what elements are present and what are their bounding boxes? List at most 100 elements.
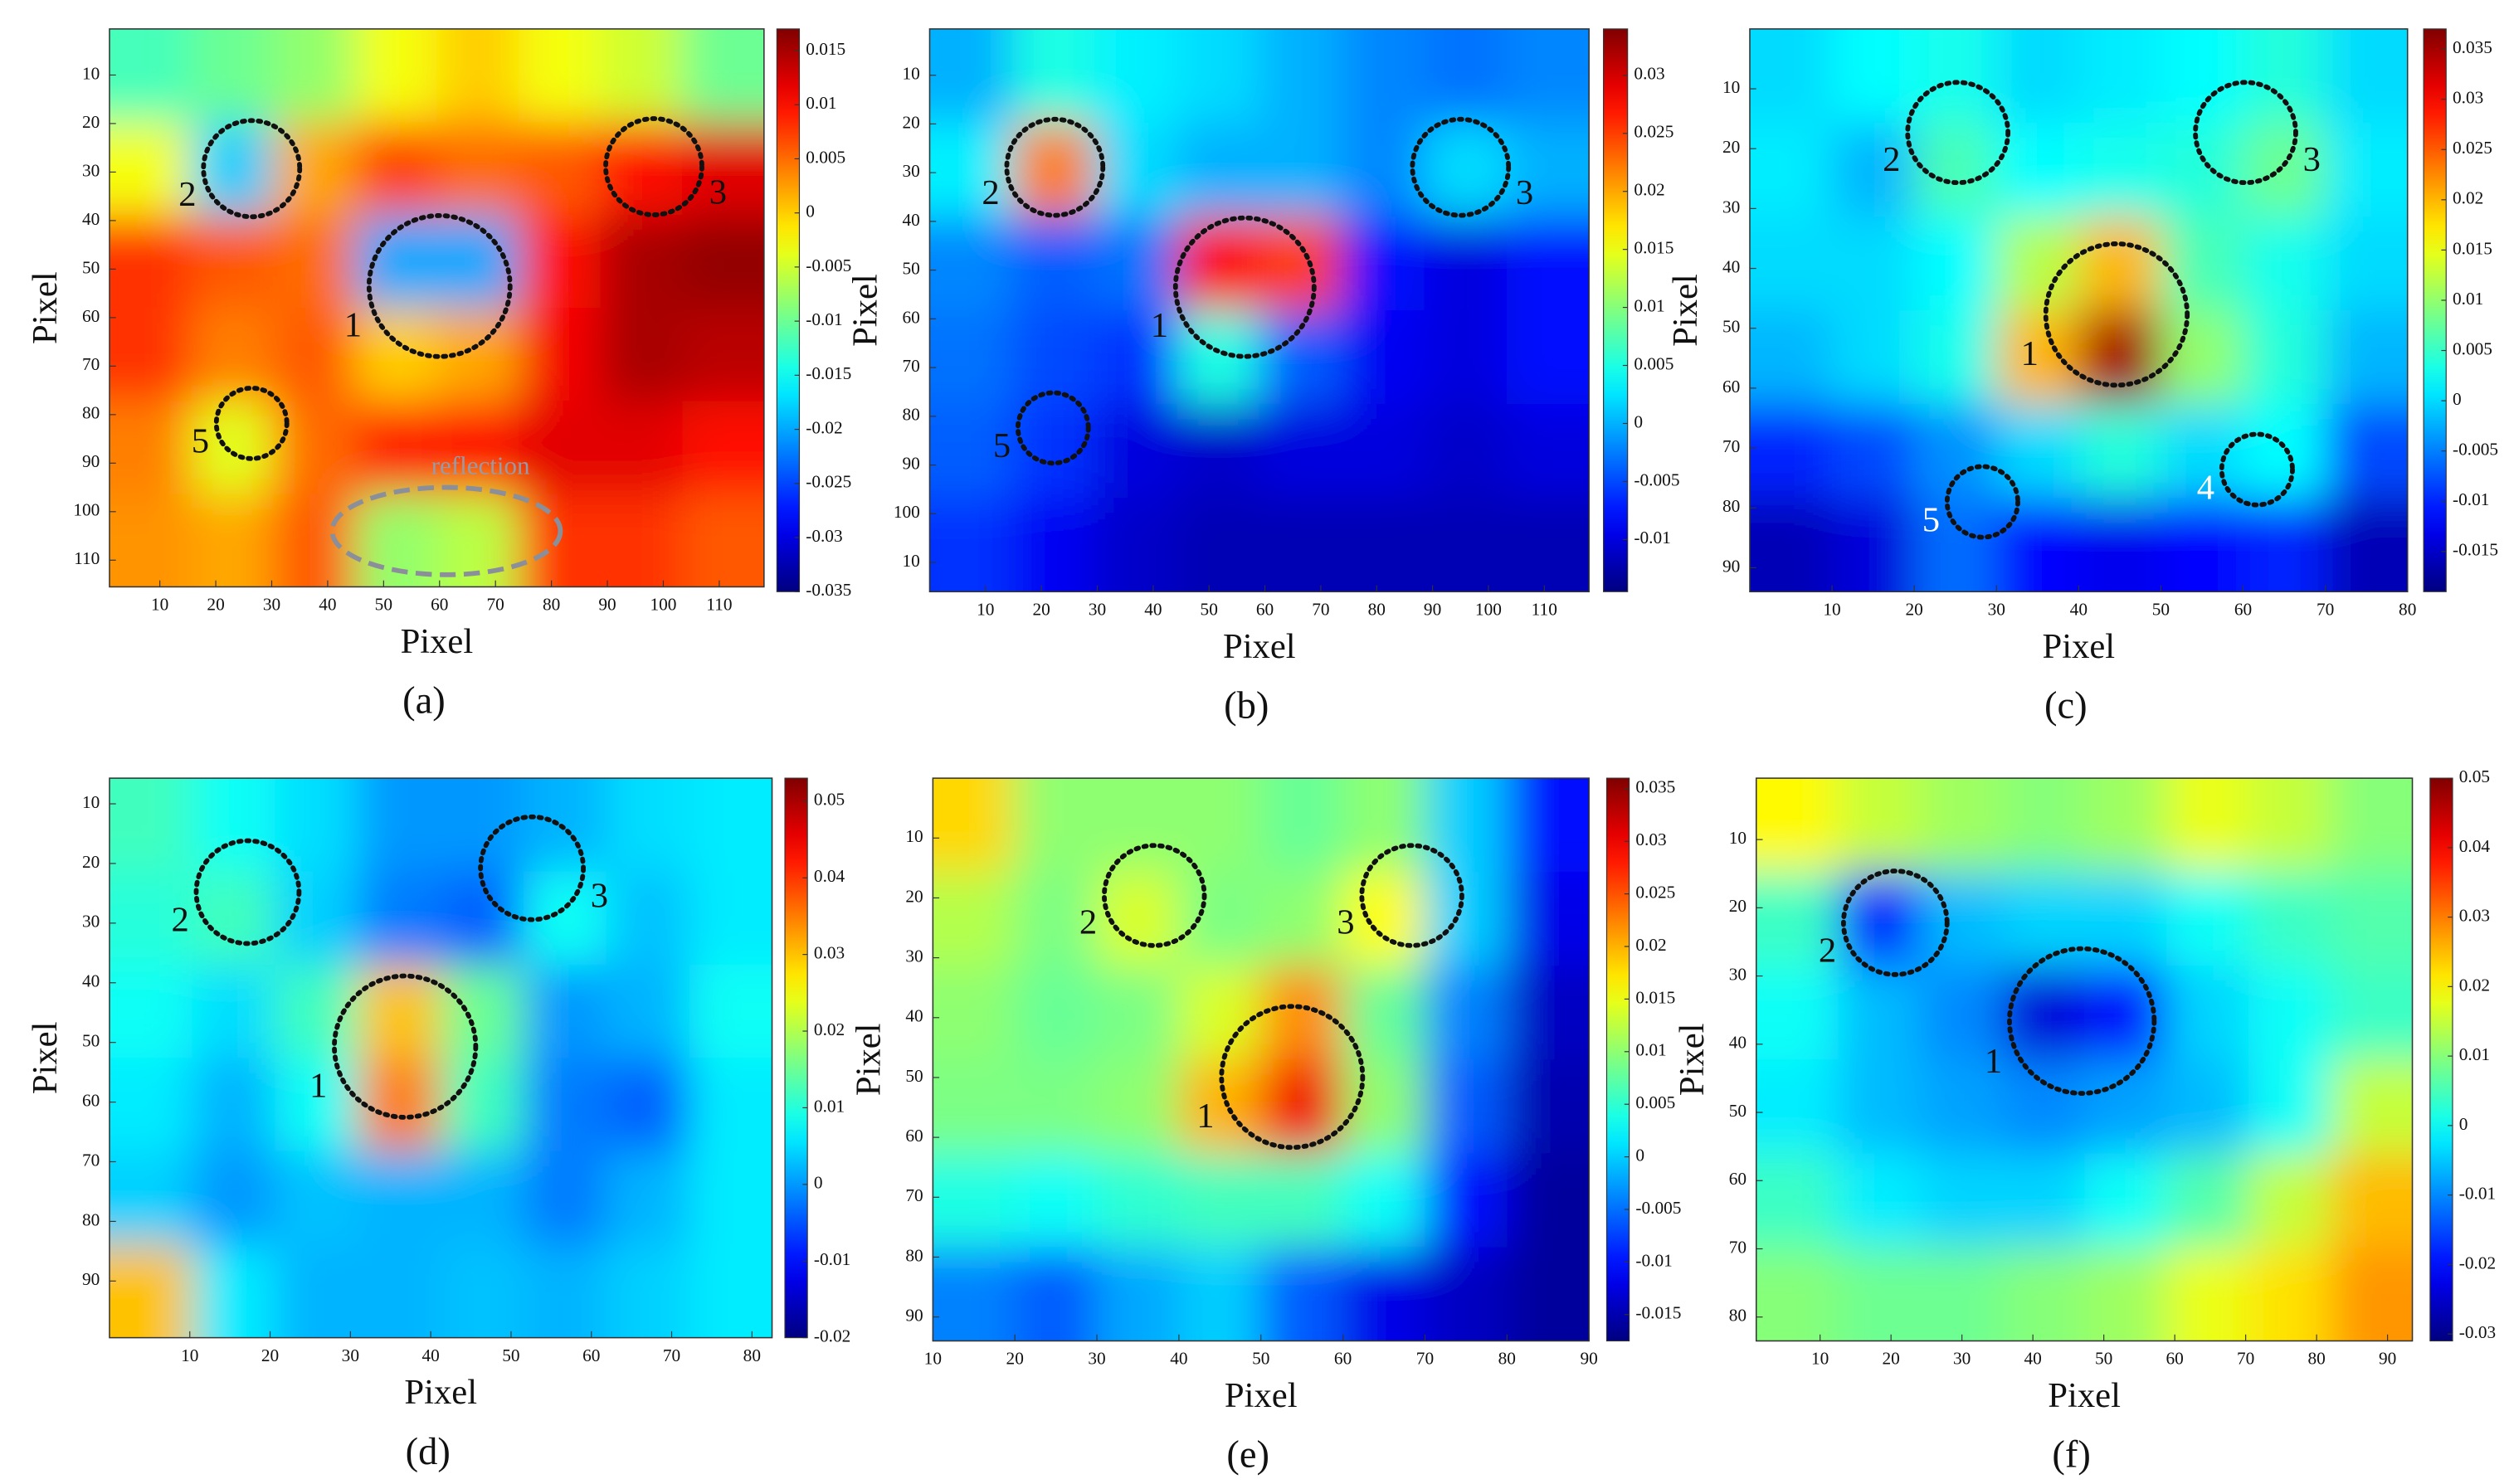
y-tick-label: 60 [1722,377,1740,397]
heat-cell [1097,1153,1180,1248]
plot-frame [928,28,1590,593]
colorbar [1605,777,1630,1342]
y-tick-label: 30 [82,912,100,932]
heat-cell [1832,404,1916,499]
defect-circle [193,838,302,946]
heat-cell [1177,122,1260,217]
heat-cell [1996,28,2080,124]
colorbar-tick-label: 0.01 [806,93,836,113]
colorbar-tick-label: 0.02 [2453,188,2483,208]
heat-cell [2078,28,2162,124]
x-tick-label: 70 [663,1345,680,1365]
heat-cell [275,1151,359,1246]
heat-cell [1756,966,1839,1061]
y-tick-label: 30 [1729,964,1747,984]
y-tick-label: 10 [82,792,100,812]
y-tick-label: 60 [903,307,920,327]
heat-cell [1920,1059,2004,1155]
heat-cell [109,964,193,1059]
heat-cell [929,217,1013,312]
heat-cell [1424,310,1508,406]
heat-cell [1342,1153,1426,1248]
x-axis-label: Pixel [1225,1376,1298,1415]
x-tick-label: 90 [1424,599,1441,619]
heat-cell [524,1151,607,1246]
heat-cell [191,215,275,309]
heat-cell [1425,872,1508,967]
colorbar-tick-label: 0.03 [1634,64,1664,84]
heat-cell [275,871,359,966]
heat-cell [1749,404,1834,499]
heat-cell [436,28,519,123]
x-tick-label: 50 [1201,599,1218,619]
colorbar-tick-label: 0.005 [1634,353,1673,373]
heat-cell [1506,404,1590,499]
x-tick-label: 10 [1811,1349,1829,1369]
heat-cell [1259,217,1343,312]
heat-cell [1424,498,1508,592]
y-tick-label: 10 [903,64,920,84]
defect-circle [1944,464,2020,540]
colorbar-tick-label: 0.015 [1635,987,1675,1007]
heat-cell [933,1247,1016,1341]
heat-cell [1756,778,1839,873]
colorbar-tick-label: 0.03 [2453,88,2483,108]
y-tick-label: 20 [82,112,100,132]
heat-cell [1015,1247,1099,1341]
panel-label: (d) [406,1431,451,1473]
y-tick-label: 40 [1729,1033,1747,1053]
x-tick-label: 30 [263,595,280,615]
heat-cell [2161,498,2244,592]
x-axis-label: Pixel [2043,627,2116,666]
heat-cell [689,1151,772,1246]
heat-cell [2248,966,2331,1061]
heat-cell [1259,498,1343,592]
y-tick-label: 40 [903,210,920,230]
colorbar-tick-label: 0.01 [1635,1040,1666,1060]
defect-circle [2193,80,2298,186]
heat-cell [682,215,764,309]
plot-frame [109,28,765,588]
x-tick-label: 60 [582,1345,600,1365]
heatmap [109,778,772,1338]
heat-cell [441,1244,525,1338]
heat-cell [1756,872,1839,967]
heat-cell [2161,217,2244,312]
colorbar-tick-label: 0.025 [1635,882,1675,902]
heat-cell [1260,966,1344,1061]
heat-cell [689,964,772,1059]
heat-cell [689,1244,772,1338]
y-tick-label: 70 [82,1150,100,1170]
heat-cell [1996,498,2080,592]
heat-cell [191,28,275,123]
defect-label: 3 [591,877,608,916]
heat-cell [1507,1247,1590,1341]
defect-circle [1172,215,1317,359]
heat-cell [524,778,607,873]
heat-cell [1996,310,2080,406]
panel: 10 20 30 40 50 60 70 80 90102030405060708090Pixe… [849,777,1681,1477]
colorbar-tick-label: -0.02 [806,417,842,437]
defect-circle [366,212,513,359]
colorbar-tick-label: -0.025 [806,472,851,492]
y-tick-label: 20 [82,852,100,872]
heat-cell [1178,1153,1262,1248]
heat-cell [1507,778,1590,873]
defect-label: 1 [2021,334,2039,373]
heat-cell [1507,1059,1590,1155]
heat-cell [273,401,356,495]
panel-label: (a) [402,680,446,723]
heat-cell [441,1151,525,1246]
heat-cell [273,494,356,587]
heat-cell [933,778,1016,873]
heat-cell [2325,122,2408,217]
colorbar-tick-label: 0.025 [2453,138,2492,158]
heat-cell [1342,872,1426,967]
defect-label: 2 [982,173,999,212]
heat-cell [682,28,764,123]
x-tick-label: 60 [2234,599,2252,619]
colorbar-tick-label: 0.015 [806,39,845,59]
heat-cell [2325,498,2408,592]
heat-cell [524,1058,607,1152]
y-axis-label: Pixel [849,1023,888,1096]
